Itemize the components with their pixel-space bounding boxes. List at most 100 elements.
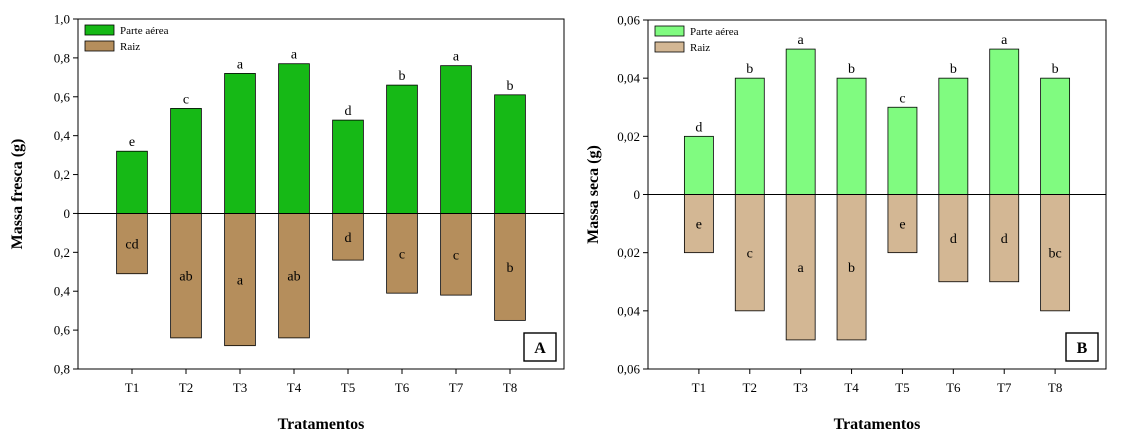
bar-raiz-t8: [494, 213, 526, 321]
significance-label: a: [291, 48, 298, 63]
x-tick-label: T1: [125, 380, 139, 395]
significance-label: b: [507, 261, 514, 276]
x-tick-label: T3: [233, 380, 247, 395]
bar-parte-aerea-t3: [224, 73, 256, 214]
significance-label: cd: [125, 238, 138, 253]
significance-label: ab: [287, 270, 300, 285]
bar-raiz-t4: [836, 194, 867, 341]
bar-raiz-t1: [116, 213, 148, 275]
x-tick-label: T4: [287, 380, 302, 395]
panel-label: B: [1077, 340, 1088, 357]
panel-label: A: [534, 340, 546, 357]
bar-parte-aerea-t8: [1040, 77, 1071, 195]
legend-label: Raiz: [120, 41, 140, 53]
significance-label: d: [345, 231, 352, 246]
x-tick-label: T6: [946, 380, 961, 395]
y-tick-label: 0,6: [54, 323, 71, 338]
y-tick-label: 0,8: [54, 362, 70, 377]
y-tick-label: 0,2: [54, 245, 70, 260]
x-tick-label: T6: [395, 380, 410, 395]
bar-parte-aerea-t7: [440, 65, 472, 214]
significance-label: c: [899, 91, 905, 106]
bar-parte-aerea-t4: [278, 63, 310, 214]
significance-label: e: [696, 218, 702, 233]
bar-parte-aerea-t1: [116, 150, 148, 214]
bar-raiz-t5: [332, 213, 364, 261]
bar-parte-aerea-t2: [734, 77, 765, 195]
bar-parte-aerea-t7: [989, 48, 1020, 195]
plot-frame: [77, 18, 565, 370]
significance-label: d: [950, 232, 957, 247]
x-tick-label: T1: [692, 380, 706, 395]
y-tick-label: 1,0: [54, 12, 70, 27]
significance-label: d: [1001, 232, 1008, 247]
y-tick-label: 0,4: [54, 284, 71, 299]
x-tick-label: T4: [844, 380, 859, 395]
legend-swatch: [84, 24, 115, 36]
legend-swatch: [654, 25, 685, 37]
significance-label: e: [129, 135, 135, 150]
y-axis-title: Massa seca (g): [585, 145, 602, 244]
significance-label: c: [183, 92, 189, 107]
y-tick-label: 0,04: [617, 303, 640, 318]
legend-swatch: [84, 40, 115, 52]
significance-label: c: [453, 248, 459, 263]
x-tick-label: T7: [997, 380, 1012, 395]
significance-label: a: [237, 274, 244, 289]
legend-swatch: [654, 41, 685, 53]
y-tick-label: 0,2: [54, 167, 70, 182]
significance-label: c: [399, 247, 405, 262]
y-tick-label: 0,8: [54, 50, 70, 65]
bar-parte-aerea-t4: [836, 77, 867, 195]
x-tick-label: T3: [793, 380, 807, 395]
significance-label: a: [237, 57, 244, 72]
x-axis-title: Tratamentos: [834, 416, 921, 433]
bar-raiz-t5: [887, 194, 918, 254]
significance-label: c: [747, 247, 753, 262]
bar-parte-aerea-t3: [785, 48, 816, 195]
panel-label-box: [1065, 332, 1099, 362]
significance-label: b: [848, 62, 855, 77]
bar-raiz-t2: [734, 194, 765, 312]
bar-parte-aerea-t5: [332, 119, 364, 214]
bar-parte-aerea-t8: [494, 94, 526, 214]
significance-label: ab: [179, 270, 192, 285]
x-tick-label: T8: [1048, 380, 1062, 395]
x-tick-label: T7: [449, 380, 464, 395]
significance-label: b: [507, 79, 514, 94]
significance-label: a: [453, 50, 460, 65]
y-tick-label: 0,06: [617, 13, 640, 28]
bar-parte-aerea-t2: [170, 108, 202, 214]
bar-parte-aerea-t6: [938, 77, 969, 195]
bar-raiz-t7: [989, 194, 1020, 283]
y-tick-label: 0,4: [54, 128, 71, 143]
legend-label: Raiz: [690, 42, 710, 54]
significance-label: b: [950, 62, 957, 77]
legend-label: Parte aérea: [690, 26, 739, 38]
significance-label: d: [345, 104, 352, 119]
significance-label: b: [848, 261, 855, 276]
y-tick-label: 0: [634, 187, 641, 202]
x-axis-title: Tratamentos: [278, 416, 365, 433]
bar-parte-aerea-t1: [683, 135, 714, 195]
bar-raiz-t6: [938, 194, 969, 283]
significance-label: e: [899, 218, 905, 233]
y-tick-label: 0: [64, 206, 71, 221]
significance-label: b: [1052, 62, 1059, 77]
significance-label: b: [746, 62, 753, 77]
bar-raiz-t2: [170, 213, 202, 339]
x-tick-label: T2: [179, 380, 193, 395]
y-tick-label: 0,02: [617, 245, 640, 260]
y-tick-label: 0,04: [617, 71, 640, 86]
bar-raiz-t7: [440, 213, 472, 296]
x-tick-label: T8: [503, 380, 517, 395]
x-tick-label: T5: [341, 380, 355, 395]
y-tick-label: 0,06: [617, 362, 640, 377]
bar-raiz-t3: [785, 194, 816, 341]
significance-label: d: [695, 120, 702, 135]
significance-label: a: [798, 261, 805, 276]
bar-parte-aerea-t6: [386, 84, 418, 214]
